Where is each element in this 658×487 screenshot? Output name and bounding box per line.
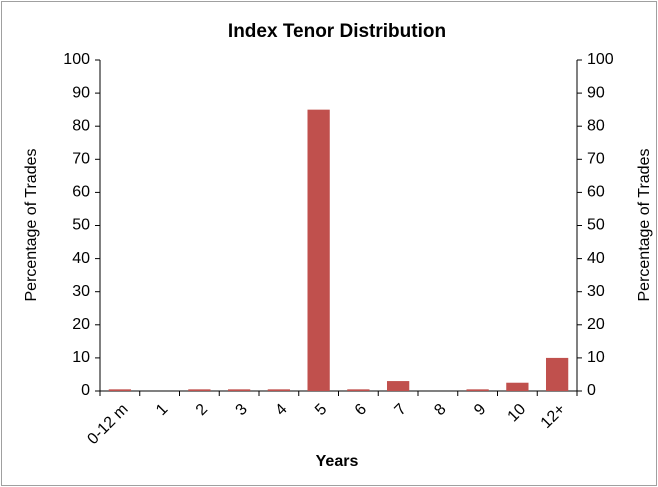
bar [386,381,410,391]
y-tick-label: 20 [72,316,90,333]
y-tick-label: 30 [72,283,90,300]
bar [227,389,251,391]
bar [506,382,529,391]
y2-tick-label: 30 [587,283,605,300]
bar [267,389,291,391]
y-tick-label: 50 [72,217,90,234]
y2-tick-label: 50 [587,217,605,234]
y-tick-label: 10 [72,349,90,366]
y2-tick-label: 0 [587,382,596,399]
y-tick-label: 40 [72,250,90,267]
y2-tick-label: 100 [587,51,614,68]
chart-title: Index Tenor Distribution [228,21,446,42]
bar [188,389,211,391]
y2-axis-label: Percentage of Trades [636,149,653,302]
bar [545,357,569,391]
bar [307,109,330,392]
y-axis-label: Percentage of Trades [23,149,40,302]
y-tick-label: 100 [63,51,90,68]
y2-tick-label: 40 [587,250,605,267]
y2-tick-label: 60 [587,184,605,201]
y2-tick-label: 10 [587,349,605,366]
y-tick-label: 0 [81,382,90,399]
y-tick-label: 60 [72,184,90,201]
y-tick-label: 90 [72,84,90,101]
y-tick-label: 80 [72,117,90,134]
y2-tick-label: 80 [587,117,605,134]
bar [347,389,370,391]
bar [466,389,489,391]
y2-tick-label: 70 [587,151,605,168]
bar [108,389,132,391]
x-axis-label: Years [316,453,359,470]
y2-tick-label: 90 [587,84,605,101]
y-tick-label: 70 [72,151,90,168]
y2-tick-label: 20 [587,316,605,333]
